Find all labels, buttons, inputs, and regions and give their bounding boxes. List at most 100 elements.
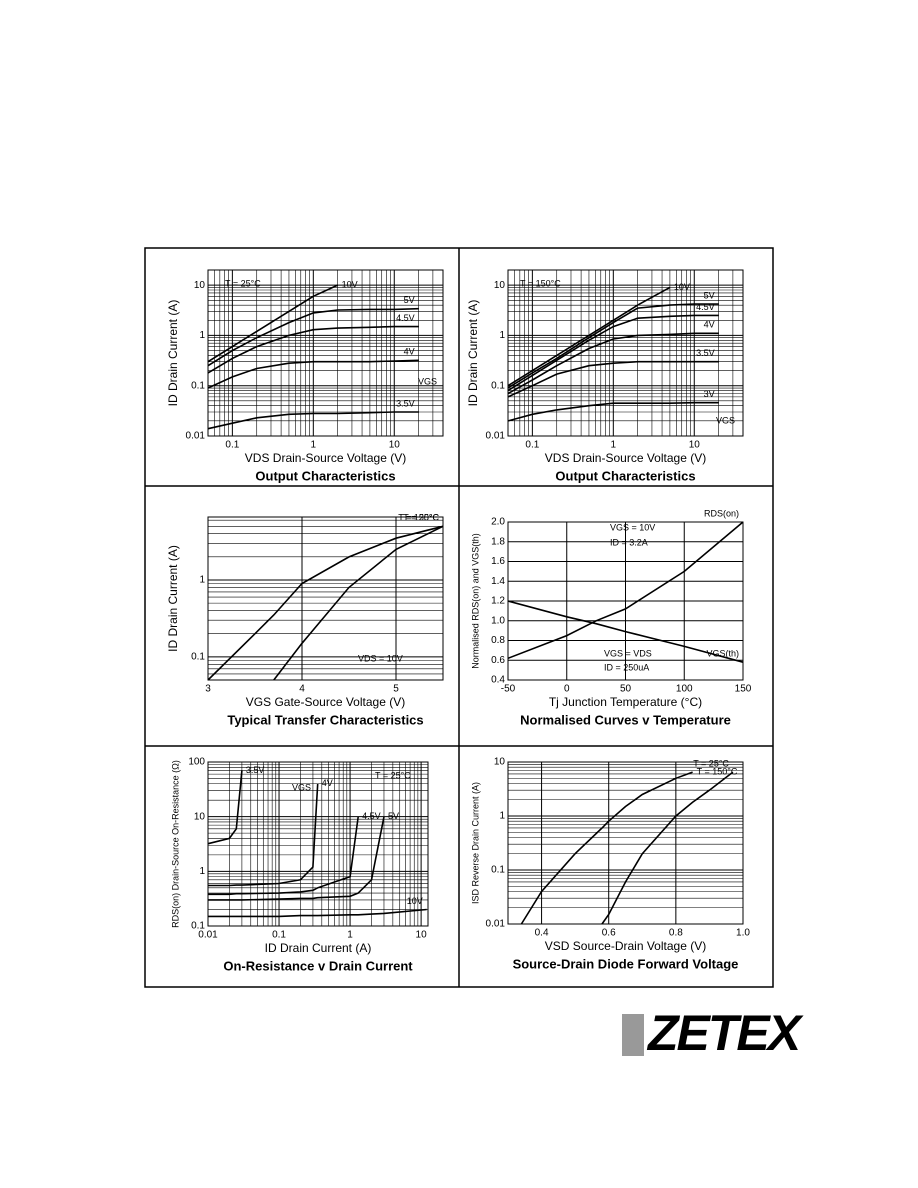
y-axis-label: ISD Reverse Drain Current (A) [470,782,480,904]
curve [208,783,319,887]
y-tick-label: 1.2 [491,596,505,607]
curve-label: 3.5V [246,765,265,775]
curve-label: 3.5V [696,348,715,358]
curve-label: 4V [704,320,715,330]
y-tick-label: 10 [494,280,506,291]
x-tick-label: 50 [620,684,632,695]
x-axis-label: Tj Junction Temperature (°C) [549,695,702,709]
chart-title: Typical Transfer Characteristics [227,712,423,727]
chart-title: Output Characteristics [555,468,695,483]
curve-label: 4V [404,347,415,357]
logo: ZETEX [622,1005,806,1061]
x-tick-label: 10 [389,440,401,451]
curve-label: T = 150°C [697,766,738,776]
annotation: ID = 250uA [604,662,649,672]
curve-label: 4.5V [696,302,715,312]
curve-label: 3V [704,389,715,399]
y-axis-label: ID Drain Current (A) [466,300,480,407]
y-tick-label: 1 [499,330,505,341]
curve [507,303,719,389]
y-tick-label: 0.1 [191,921,205,932]
x-tick-label: 1 [611,440,617,451]
chart-title: Normalised Curves v Temperature [520,712,731,727]
y-tick-label: 2.0 [491,517,505,528]
logo-text: ZETEX [646,1005,804,1061]
curve-label: VGS(th) [706,649,739,659]
y-tick-label: 10 [194,280,206,291]
y-tick-label: 1 [199,866,205,877]
curve [207,359,419,389]
y-tick-label: 0.1 [191,380,205,391]
curve [507,286,671,387]
curve [207,770,243,845]
curve-label: 10V [407,896,423,906]
curve-label: T = 25°C [693,758,729,768]
annotation: VGS [418,376,437,386]
x-tick-label: 10 [416,930,428,941]
plot-area [207,516,444,681]
curve [507,521,744,660]
annotation: ID = 3.2A [610,537,648,547]
y-tick-label: 1 [199,575,205,586]
x-axis-label: VDS Drain-Source Voltage (V) [245,451,406,465]
y-tick-label: 0.01 [186,431,206,442]
curve [208,816,359,896]
curve [507,332,719,395]
y-axis-label: ID Drain Current (A) [166,300,180,407]
curve [507,600,744,663]
curve [207,525,444,681]
chart-title: Source-Drain Diode Forward Voltage [513,956,739,971]
x-tick-label: 0.1 [225,440,239,451]
x-tick-label: 0.01 [198,930,218,941]
curve-label: 10V [342,280,358,290]
y-tick-label: 1 [199,330,205,341]
annotation: T = 25°C [375,770,411,780]
x-tick-label: 1 [311,440,317,451]
x-axis-label: VGS Gate-Source Voltage (V) [246,695,405,709]
chart-title: Output Characteristics [255,468,395,483]
curve [207,411,419,430]
curve-label: 3.5V [396,398,415,408]
y-tick-label: 100 [188,757,205,768]
x-axis-label: VSD Source-Drain Voltage (V) [545,939,706,953]
curve [507,401,719,422]
annotation: T = 25°C [225,278,261,288]
x-tick-label: 0.1 [272,930,286,941]
curve-label: 10V [674,282,690,292]
x-tick-label: 150 [735,684,752,695]
y-tick-label: 0.1 [491,865,505,876]
curve [207,284,339,363]
x-tick-label: 0.1 [525,440,539,451]
y-tick-label: 0.1 [491,380,505,391]
x-tick-label: 4 [299,684,305,695]
x-tick-label: 0.8 [669,928,683,939]
annotation: VDS = 10V [358,653,403,663]
curve-label: 4.5V [362,811,381,821]
x-tick-label: 3 [205,684,211,695]
y-tick-label: 10 [194,811,206,822]
y-tick-label: 1 [499,811,505,822]
annotation: VGS [716,415,735,425]
curve [507,360,719,398]
y-tick-label: 1.4 [491,576,505,587]
curve-label: 4V [322,778,333,788]
y-tick-label: 10 [494,757,506,768]
y-axis-label: Normalised RDS(on) and VGS(th) [470,533,480,669]
chart-title: On-Resistance v Drain Current [223,958,413,973]
curve-label: 5V [388,811,399,821]
y-tick-label: 0.8 [491,635,505,646]
x-tick-label: 0.6 [602,928,616,939]
annotation: VGS = VDS [604,648,652,658]
curve-label: 4.5V [396,313,415,323]
x-tick-label: 100 [676,684,693,695]
curve [520,771,693,925]
curve-label: RDS(on) [704,508,739,518]
y-tick-label: 1.6 [491,556,505,567]
curve [273,525,444,681]
x-tick-label: 5 [393,684,399,695]
y-tick-label: 0.01 [486,919,506,930]
x-tick-label: 1 [347,930,353,941]
y-tick-label: 0.6 [491,655,505,666]
